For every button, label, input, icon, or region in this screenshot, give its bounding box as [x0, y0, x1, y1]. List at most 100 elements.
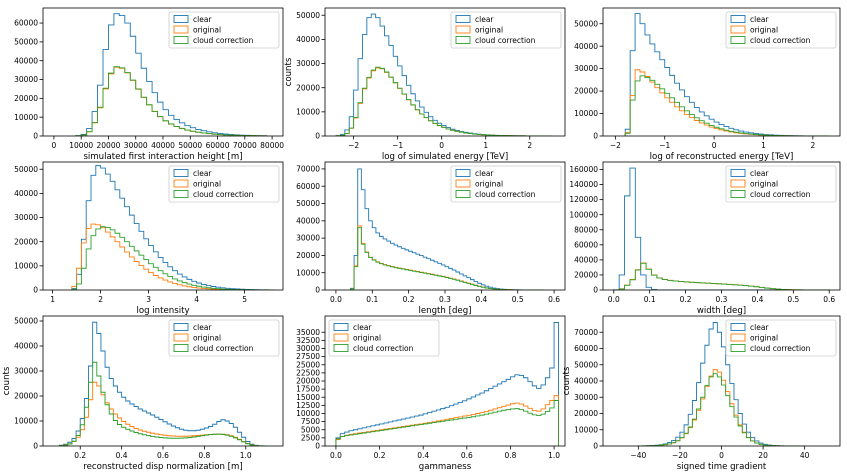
x-tick-label: 0.6: [461, 451, 473, 460]
legend-label-clear: clear: [750, 15, 769, 24]
x-tick-label: 10000: [69, 141, 93, 150]
x-tick-label: −2: [348, 141, 359, 150]
x-tick-label: 0.6: [823, 295, 835, 304]
x-tick-label: 0.0: [608, 295, 620, 304]
chart-4: 1 2 3 4 5 0 10000 20000 30000 40000 50000 log inten…: [14, 161, 284, 316]
y-tick-label: 50000: [574, 360, 598, 369]
axes-frame: [324, 7, 566, 137]
legend-label-clear: clear: [750, 323, 769, 332]
legend-swatch-cloud-correction: [173, 344, 189, 352]
x-tick-label: 1.0: [548, 451, 560, 460]
series-cloud-correction: [350, 227, 544, 290]
legend-label-clear: clear: [750, 169, 769, 178]
y-tick-label: 40000: [14, 189, 38, 198]
x-tick-label: −1: [392, 141, 403, 150]
y-tick-label: 30000: [14, 367, 38, 376]
legend-label-original: original: [193, 180, 221, 189]
x-tick-label: 0.2: [74, 451, 86, 460]
y-tick-label: 60000: [574, 240, 598, 249]
y-tick-label: 35000: [296, 328, 320, 337]
series-original: [75, 66, 268, 136]
x-tick-label: 1.0: [240, 451, 252, 460]
y-tick-label: 0: [593, 132, 598, 141]
legend-box: [725, 319, 837, 357]
y-axis-label: counts: [284, 57, 294, 86]
y-tick-label: 5000: [301, 425, 320, 434]
x-tick-label: 0.2: [403, 295, 415, 304]
legend-swatch-original: [730, 25, 746, 34]
x-axis-label: gammaness: [419, 462, 472, 472]
y-tick-label: 80000: [574, 225, 598, 234]
legend-label-original: original: [475, 26, 503, 35]
y-tick-label: 60000: [574, 344, 598, 353]
y-tick-label: 40000: [14, 56, 38, 65]
x-tick-label: −1: [659, 141, 670, 150]
series-original: [59, 381, 267, 446]
y-tick-label: 10000: [14, 261, 38, 270]
x-axis-label: simulated first interaction height [m]: [83, 152, 242, 162]
y-tick-label: 40000: [14, 342, 38, 351]
series-clear: [335, 322, 559, 446]
y-tick-label: 20000: [296, 377, 320, 386]
legend-swatch-cloud-correction: [730, 344, 746, 352]
legend-swatch-original: [173, 179, 189, 188]
legend-label-original: original: [750, 26, 778, 35]
legend-swatch-clear: [173, 169, 189, 177]
legend-swatch-cloud-correction: [173, 36, 189, 44]
legend-box: [328, 319, 440, 357]
x-tick-label: 0: [719, 451, 724, 460]
legend-swatch-original: [730, 179, 746, 188]
y-tick-label: 10000: [574, 109, 598, 118]
y-tick-label: 30000: [296, 234, 320, 243]
x-tick-label: 5: [242, 295, 247, 304]
axes-frame: [42, 161, 284, 291]
legend-swatch-clear: [173, 15, 189, 23]
y-tick-label: 40000: [574, 255, 598, 264]
x-tick-label: 0.2: [680, 295, 692, 304]
x-tick-label: 0.1: [366, 295, 378, 304]
series-original: [335, 395, 559, 446]
y-tick-label: 27500: [296, 352, 320, 361]
x-axis-label: length [deg]: [418, 306, 471, 316]
series-cloud-correction: [75, 66, 268, 136]
x-tick-label: 0.8: [504, 451, 516, 460]
legend-swatch-original: [173, 333, 189, 342]
x-tick-label: 50000: [178, 141, 202, 150]
x-tick-label: 1: [483, 141, 488, 150]
legend-label-cloud-correction: cloud correction: [475, 190, 536, 199]
y-tick-label: 50000: [296, 199, 320, 208]
x-tick-label: 0.5: [512, 295, 524, 304]
legend-label-original: original: [475, 180, 503, 189]
y-tick-label: 30000: [14, 213, 38, 222]
legend-swatch-original: [455, 25, 471, 34]
x-axis-label: log intensity: [136, 306, 189, 316]
legend-label-clear: clear: [353, 323, 372, 332]
legend-swatch-original: [730, 333, 746, 342]
series-clear: [613, 167, 830, 290]
y-tick-label: 10000: [296, 409, 320, 418]
y-tick-label: 20000: [14, 392, 38, 401]
y-tick-label: 32500: [296, 336, 320, 345]
x-axis-label: width [deg]: [697, 306, 746, 316]
x-tick-label: 0.4: [417, 451, 429, 460]
legend-swatch-cloud-correction: [730, 36, 746, 44]
x-tick-label: 0.4: [475, 295, 487, 304]
x-tick-label: 1: [50, 295, 55, 304]
y-tick-label: 10000: [574, 425, 598, 434]
legend-label-cloud-correction: cloud correction: [750, 36, 811, 45]
y-tick-label: 0: [315, 286, 320, 295]
y-tick-label: 100000: [569, 210, 598, 219]
legend-box: [168, 11, 280, 49]
x-tick-label: 0.5: [787, 295, 799, 304]
y-tick-label: 50000: [574, 19, 598, 28]
series-cloud-correction: [59, 361, 267, 446]
legend-swatch-cloud-correction: [333, 344, 349, 352]
x-tick-label: 0.3: [439, 295, 451, 304]
legend-swatch-original: [173, 25, 189, 34]
y-tick-label: 15000: [296, 393, 320, 402]
x-tick-label: 0.2: [374, 451, 386, 460]
